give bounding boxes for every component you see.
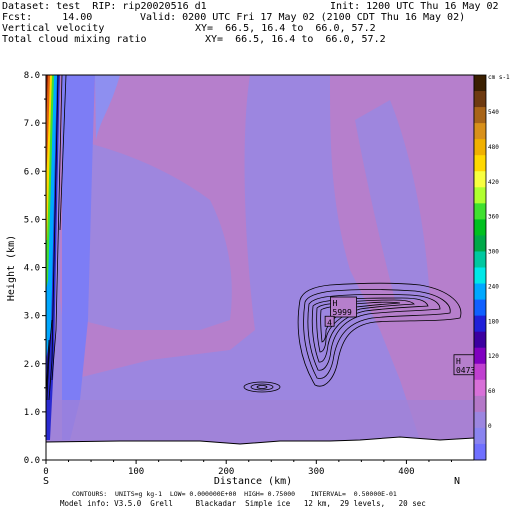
init-time: Init: 1200 UTC Thu 16 May 02 (330, 1, 499, 12)
model-info: Model info: V3.5.0 Grell Blackadar Simpl… (60, 499, 426, 508)
cloud-contour (297, 282, 462, 387)
field-blue-tip (95, 75, 120, 140)
x-tick-label: 0 (43, 467, 48, 477)
contours-info: CONTOURS: UNITS=g kg-1 LOW= 0.000000E+00… (72, 490, 397, 498)
colorbar-swatch (474, 107, 486, 124)
south-label: S (43, 476, 49, 487)
colorbar-swatch (474, 347, 486, 365)
annotation-label: 4 (327, 318, 332, 327)
y-tick-label: 7.0 (24, 119, 40, 129)
shaded-field (46, 75, 474, 460)
field1-xy: XY= 66.5, 16.4 to 66.0, 57.2 (195, 23, 376, 34)
annotation-box (330, 296, 357, 318)
colorbar-unit: cm s-1 (488, 74, 510, 81)
y-tick-label: 8.0 (24, 71, 40, 81)
annotation-label: H (333, 299, 338, 308)
colorbar-swatch (474, 91, 486, 108)
annotation-value: 5999 (333, 308, 352, 317)
terrain (46, 436, 474, 460)
plume-contour (59, 75, 67, 231)
colorbar-label: 60 (488, 388, 496, 395)
y-tick-label: 6.0 (24, 167, 40, 177)
valid-time: Valid: 0200 UTC Fri 17 May 02 (2100 CDT … (140, 12, 466, 23)
colorbar-swatch (474, 267, 486, 285)
colorbar-label: 480 (488, 144, 499, 151)
field2-xy: XY= 66.5, 16.4 to 66.0, 57.2 (205, 34, 386, 45)
colorbar-swatch (474, 75, 486, 92)
x-tick-label: 200 (218, 467, 234, 477)
y-tick-label: 4.0 (24, 264, 40, 274)
y-tick-label: 0.0 (24, 456, 40, 466)
colorbar-label: 0 (488, 423, 492, 430)
annotation-label: H (456, 357, 461, 366)
cloud-contour (303, 289, 451, 379)
colorbar-swatch (474, 443, 486, 461)
colorbar-label: 240 (488, 283, 499, 290)
colorbar-label: 360 (488, 214, 499, 221)
cloud-contour-small (256, 385, 268, 389)
colorbar-swatch (474, 219, 486, 236)
colorbar-swatch (474, 427, 486, 445)
cloud-contour-small (250, 383, 274, 391)
forecast-hour: Fcst: 14.00 (2, 12, 93, 23)
annotation-value: 0473 (456, 366, 475, 375)
y-tick-label: 3.0 (24, 312, 40, 322)
colorbar-label: 120 (488, 353, 499, 360)
y-axis-label: Height (km) (6, 235, 17, 301)
colorbar-swatch (474, 331, 486, 349)
cloud-contour-small (243, 381, 281, 393)
x-tick-label: 100 (128, 467, 144, 477)
colorbar-swatch (474, 379, 486, 397)
x-tick-label: 400 (398, 467, 414, 477)
annotation-box (324, 315, 335, 327)
colorbar-swatch (474, 203, 486, 220)
y-tick-label: 1.0 (24, 408, 40, 418)
colorbar-swatch (474, 139, 486, 156)
colorbar-swatch (474, 155, 486, 172)
plume-contour (51, 75, 63, 381)
x-axis: 0 100 200 300 400 (43, 460, 452, 477)
dataset-line: Dataset: test RIP: rip20020516 d1 (2, 1, 207, 12)
colorbar-swatch (474, 123, 486, 140)
colorbar-swatch (474, 251, 486, 268)
colorbar-label: 180 (488, 318, 499, 325)
field1-name: Vertical velocity (2, 23, 105, 34)
colorbar-frame (473, 74, 487, 461)
y-axis: 0.0 1.0 2.0 3.0 4.0 5.0 6.0 7.0 8.0 (24, 71, 46, 466)
y-tick-label: 2.0 (24, 360, 40, 370)
colorbar-swatch (474, 299, 486, 317)
colorbar-swatch (474, 171, 486, 188)
plume-contours (46, 75, 67, 401)
y-tick-label: 5.0 (24, 215, 40, 225)
colorbar-swatch (474, 315, 486, 333)
plume-contour (46, 319, 53, 401)
colorbar-swatch (474, 395, 486, 413)
colorbar: 540 480 420 360 300 240 180 120 60 0 (473, 74, 499, 461)
field-lavender-east (355, 100, 430, 300)
x-tick-label: 300 (308, 467, 324, 477)
colorbar-swatch (474, 235, 486, 252)
field-blue-band (62, 75, 95, 440)
colorbar-label: 420 (488, 179, 499, 186)
colorbar-label: 300 (488, 249, 499, 256)
x-axis-label: Distance (km) (214, 476, 292, 487)
field-lavender-center (75, 140, 232, 330)
colorbar-swatch (474, 283, 486, 301)
colorbar-label: 540 (488, 109, 499, 116)
field2-name: Total cloud mixing ratio (2, 34, 147, 45)
plume-contour (48, 75, 59, 401)
colorbar-swatch (474, 363, 486, 381)
colorbar-swatch (474, 187, 486, 204)
north-label: N (454, 476, 460, 487)
cloud-contour (307, 293, 441, 371)
colorbar-swatch (474, 411, 486, 429)
